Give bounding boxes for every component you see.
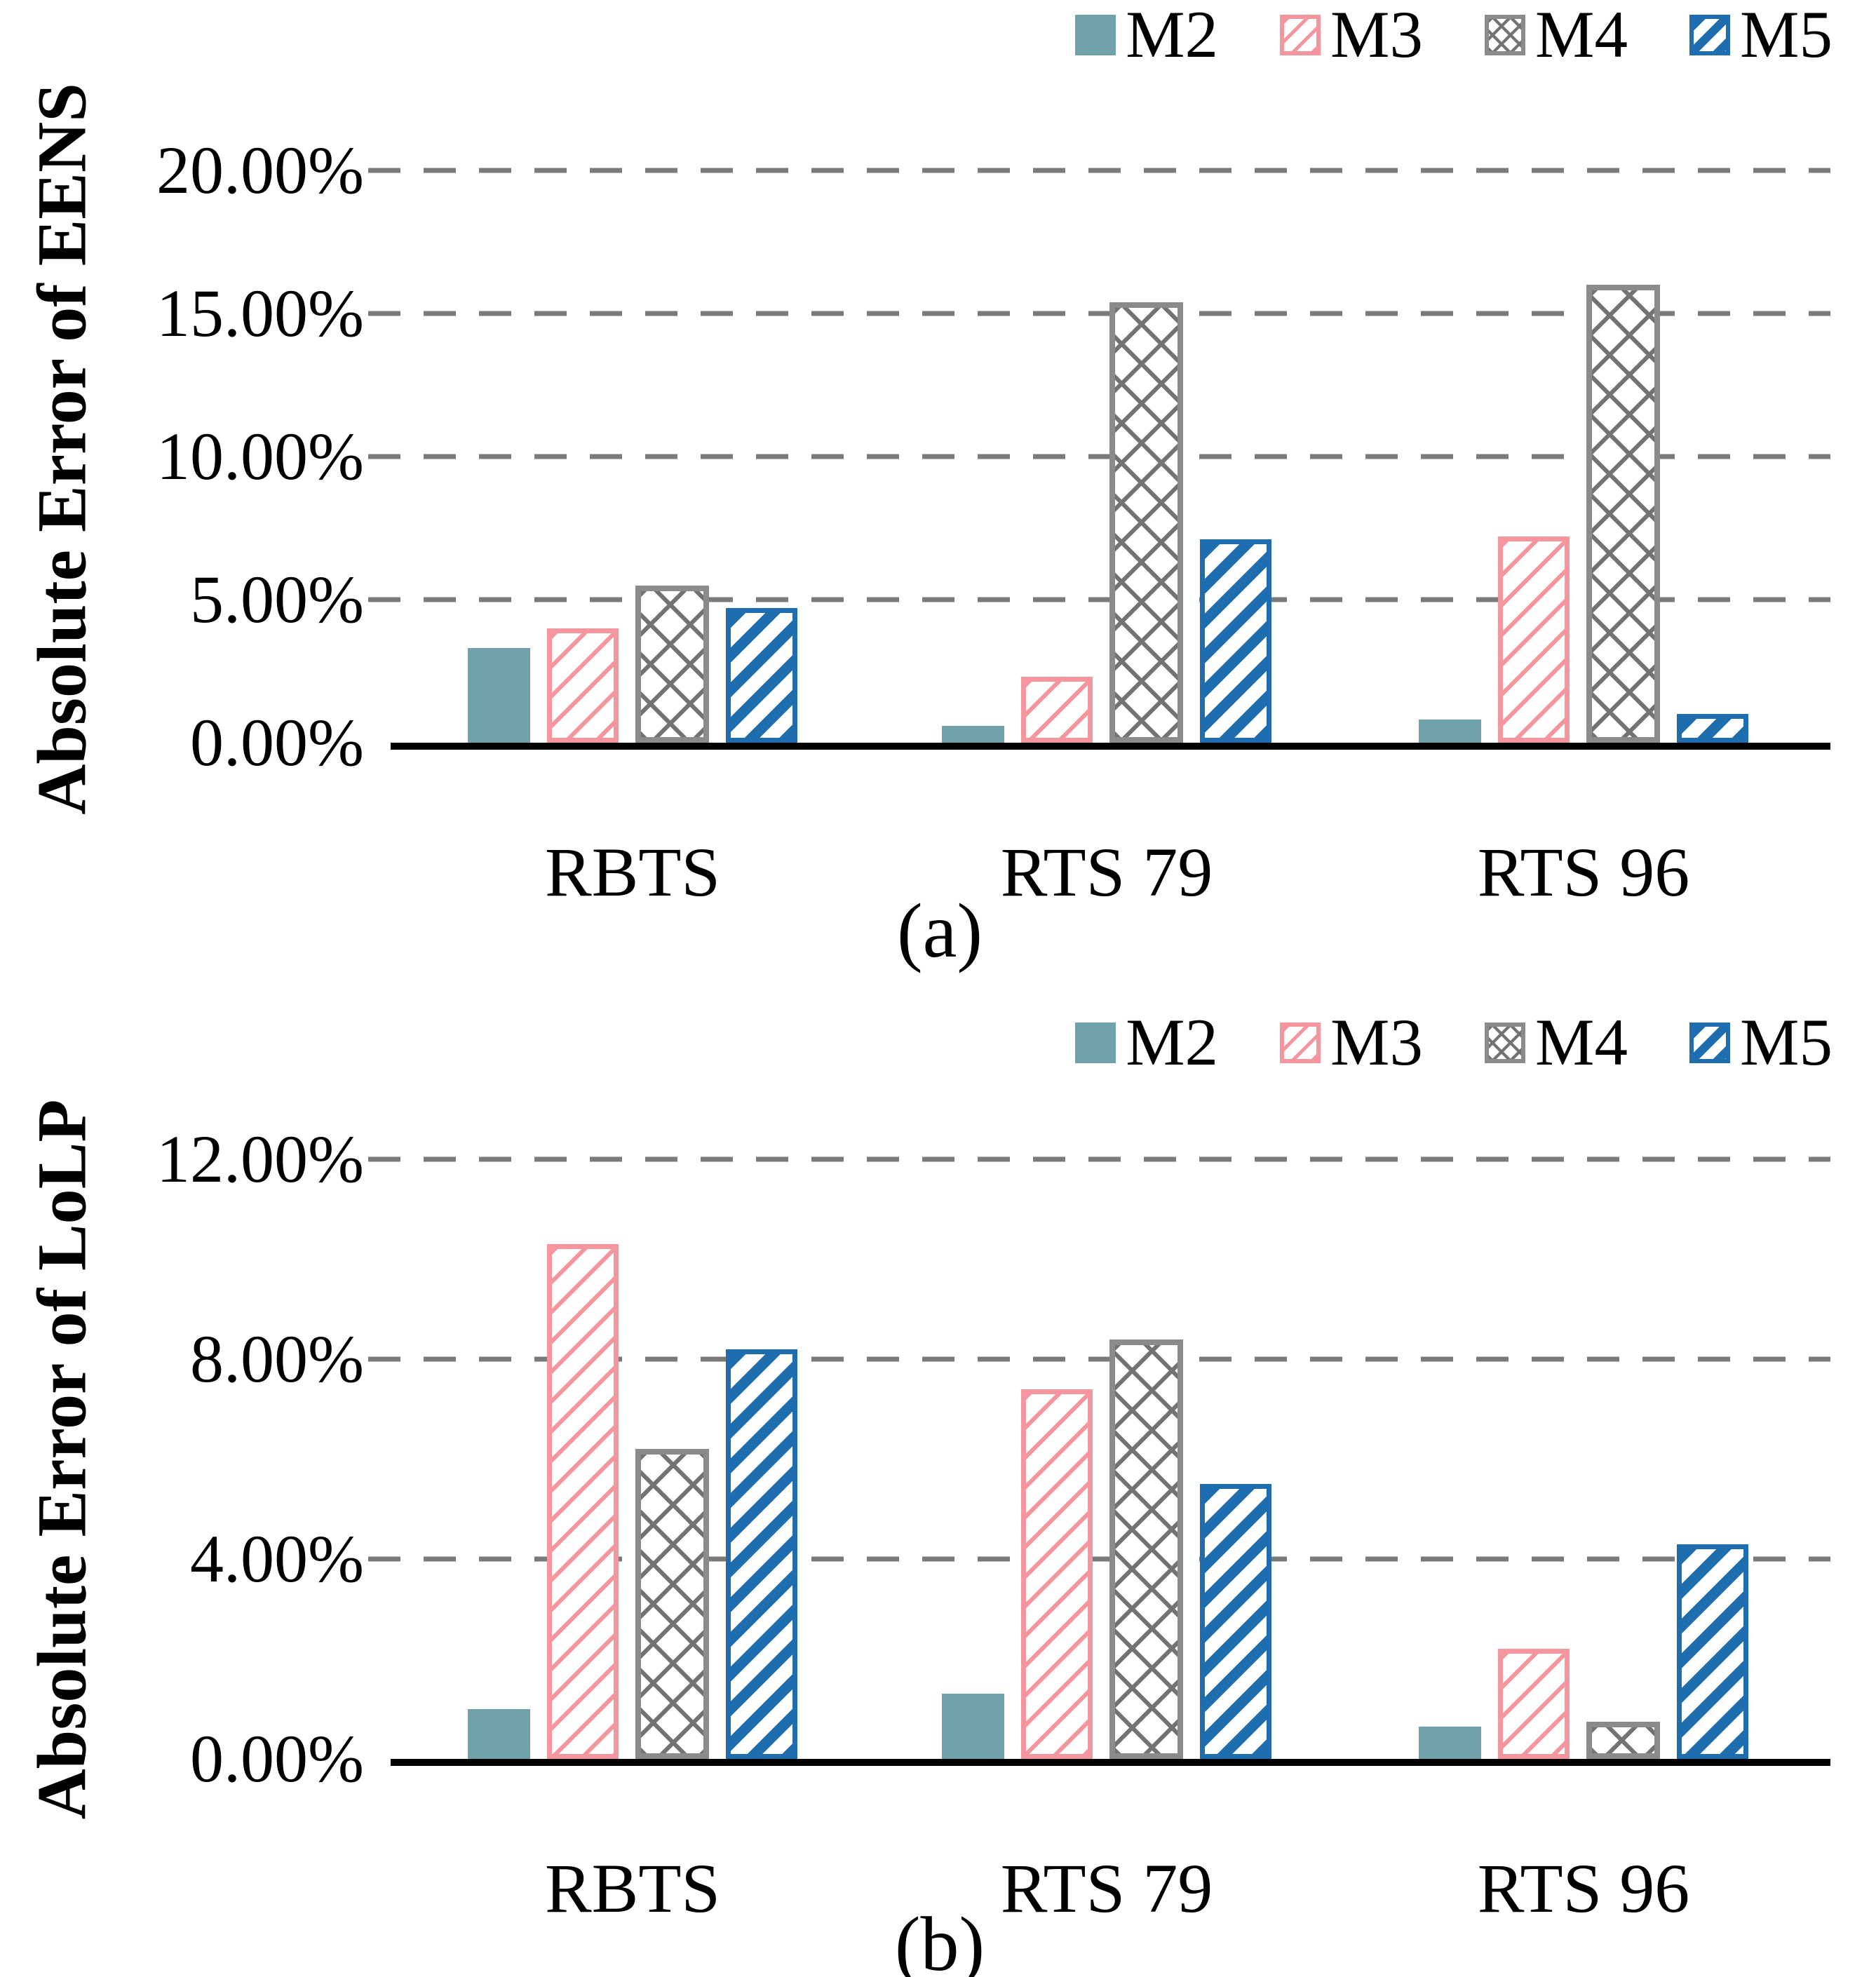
bar-M2-RTS 79 (942, 725, 1004, 743)
y-tick-label-12.00%: 12.00% (156, 1121, 364, 1196)
legend-swatch-M4-icon (1485, 1022, 1526, 1063)
legend-swatch-M5-icon (1689, 1022, 1731, 1063)
legend-label-M5: M5 (1740, 0, 1833, 72)
y-axis-title-a: Absolute Error of EENS (22, 83, 101, 815)
y-tick-label-20.00%: 20.00% (156, 133, 364, 208)
caption-b: (b) (894, 1901, 985, 1977)
bar-group-RTS 96 (1419, 170, 1748, 743)
x-category-label-RTS 96: RTS 96 (1477, 833, 1690, 911)
bar-M4-RTS 79 (1109, 1339, 1183, 1759)
bar-M2-RBTS (468, 648, 530, 743)
bar-M2-RTS 79 (942, 1694, 1004, 1759)
bar-M4-RTS 96 (1586, 1721, 1660, 1759)
bar-M4-RTS 79 (1109, 302, 1183, 743)
bar-M4-RTS 96 (1586, 285, 1660, 743)
legend-label-M3: M3 (1330, 0, 1424, 72)
x-category-label-RTS 79: RTS 79 (1000, 833, 1213, 911)
bar-group-RTS 79 (942, 1159, 1271, 1759)
y-tick-label-0.00%: 0.00% (190, 1721, 364, 1796)
legend-item-M5: M5 (1689, 1009, 1833, 1076)
y-tick-label-5.00%: 5.00% (190, 562, 364, 637)
bar-M5-RTS 79 (1199, 539, 1271, 743)
gridline-4.00% (368, 1556, 1830, 1562)
bar-M5-RTS 96 (1676, 714, 1748, 743)
legend-swatch-M3-icon (1280, 1022, 1321, 1063)
legend-b: M2 M3 M4 M5 (1075, 1009, 1833, 1076)
legend-swatch-M3-icon (1280, 14, 1321, 55)
bar-M3-RBTS (546, 628, 619, 743)
y-tick-label-4.00%: 4.00% (190, 1520, 364, 1596)
bar-M3-RTS 79 (1020, 677, 1093, 743)
bar-M3-RTS 96 (1497, 1649, 1570, 1759)
caption-a: (a) (896, 888, 983, 973)
legend-swatch-M4-icon (1485, 14, 1526, 55)
bar-M3-RTS 96 (1497, 537, 1570, 743)
bar-M2-RTS 96 (1419, 720, 1481, 743)
gridline-10.00% (368, 454, 1830, 459)
legend-label-M4: M4 (1535, 0, 1628, 72)
y-axis-title-b: Absolute Error of LoLP (22, 1099, 101, 1820)
y-tick-label-15.00%: 15.00% (156, 276, 364, 351)
bar-M2-RTS 96 (1419, 1726, 1481, 1759)
bar-M4-RBTS (635, 1449, 709, 1759)
x-category-label-RBTS: RBTS (544, 833, 721, 911)
gridline-8.00% (368, 1356, 1830, 1362)
plot-area-a: 20.00% 15.00% 10.00% 5.00% 0.00% RBTS RTS 79 RT… (156, 137, 1830, 907)
bar-M5-RTS 79 (1199, 1484, 1271, 1759)
bar-M4-RBTS (635, 585, 709, 743)
legend-label-M4: M4 (1535, 1005, 1628, 1079)
legend-label-M5: M5 (1740, 1005, 1833, 1079)
bar-group-RTS 96 (1419, 1159, 1748, 1759)
chart-a-eens: M2 M3 M4 M5 Absolute Error of EENS 20.00% 15… (0, 0, 1876, 988)
x-category-label-RTS 79: RTS 79 (1000, 1849, 1213, 1927)
legend-item-M4: M4 (1485, 1, 1628, 68)
legend-swatch-M5-icon (1689, 14, 1731, 55)
y-tick-label-0.00%: 0.00% (190, 705, 364, 780)
legend-item-M2: M2 (1075, 1009, 1218, 1076)
gridline-5.00% (368, 597, 1830, 602)
bar-group-RTS 79 (942, 170, 1271, 743)
legend-label-M3: M3 (1330, 1005, 1424, 1079)
legend-swatch-M2-icon (1075, 1022, 1116, 1063)
legend-label-M2: M2 (1126, 1005, 1219, 1079)
bar-M3-RTS 79 (1020, 1389, 1093, 1759)
legend-item-M2: M2 (1075, 1, 1218, 68)
y-tick-label-8.00%: 8.00% (190, 1321, 364, 1396)
bar-group-RBTS (468, 1159, 797, 1759)
gridline-20.00% (368, 168, 1830, 173)
y-tick-label-10.00%: 10.00% (156, 419, 364, 494)
legend-item-M5: M5 (1689, 1, 1833, 68)
legend-item-M4: M4 (1485, 1009, 1628, 1076)
bar-M5-RTS 96 (1676, 1544, 1748, 1759)
legend-a: M2 M3 M4 M5 (1075, 1, 1833, 68)
gridline-12.00% (368, 1156, 1830, 1162)
legend-swatch-M2-icon (1075, 14, 1116, 55)
legend-label-M2: M2 (1126, 0, 1219, 72)
x-category-label-RTS 96: RTS 96 (1477, 1849, 1690, 1927)
gridline-15.00% (368, 311, 1830, 316)
bar-M5-RBTS (725, 1349, 797, 1759)
legend-item-M3: M3 (1280, 1009, 1423, 1076)
plot-area-b: 12.00% 8.00% 4.00% 0.00% RBTS RTS 79 RTS 96 (156, 1126, 1830, 1924)
bar-group-RBTS (468, 170, 797, 743)
chart-b-lolp: M2 M3 M4 M5 Absolute Error of LoLP 12.00% 8.… (0, 988, 1876, 1977)
legend-item-M3: M3 (1280, 1, 1423, 68)
x-category-label-RBTS: RBTS (544, 1849, 721, 1927)
bar-M5-RBTS (725, 608, 797, 743)
bar-M2-RBTS (468, 1708, 530, 1759)
bar-M3-RBTS (546, 1244, 619, 1759)
